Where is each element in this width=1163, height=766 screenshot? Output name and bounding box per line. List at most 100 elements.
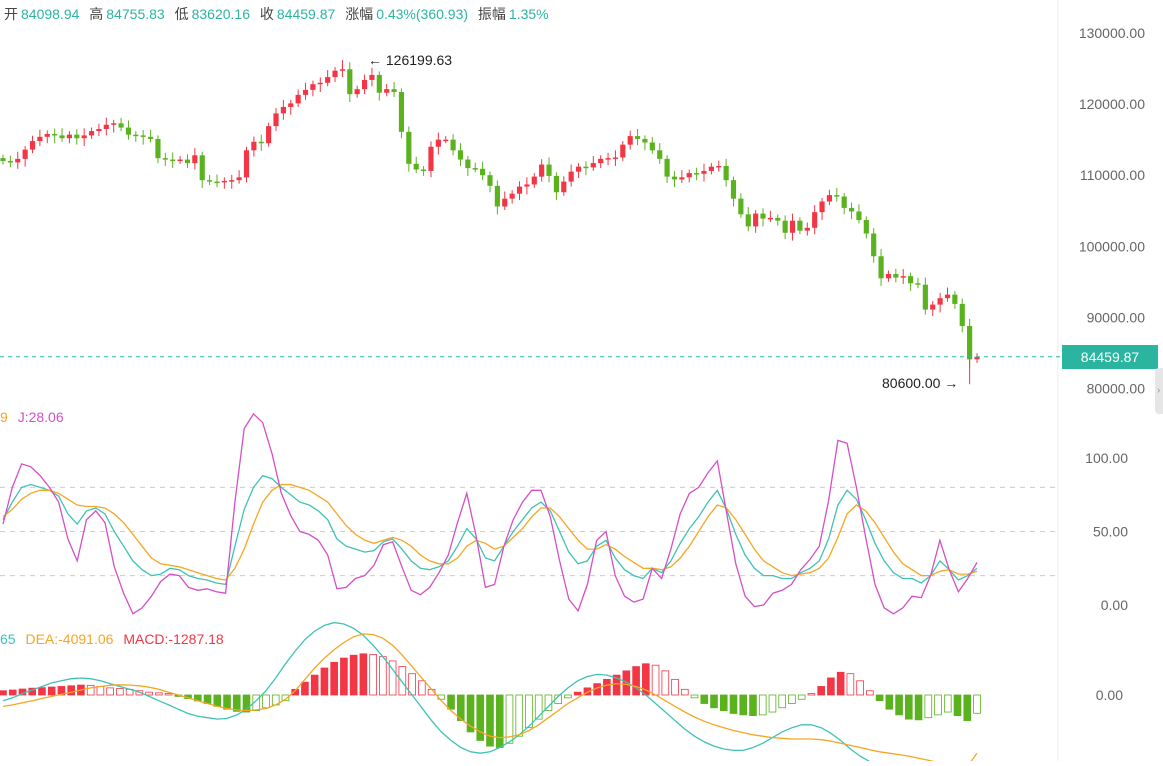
candle-body xyxy=(354,89,360,95)
candle-body xyxy=(236,177,242,181)
macd-bar xyxy=(612,674,621,696)
macd-bar xyxy=(213,694,222,707)
macd-bar xyxy=(564,694,572,699)
candle-body xyxy=(133,134,139,137)
candle-body xyxy=(59,135,65,139)
candle-body xyxy=(745,214,751,227)
macd-bar xyxy=(505,694,514,744)
kdj-j-value: J:28.06 xyxy=(17,409,64,425)
candle-body xyxy=(332,70,338,78)
macd-bar xyxy=(418,680,426,696)
candle-body xyxy=(325,77,331,83)
macd-bar xyxy=(291,688,300,696)
high-annotation: ← 126199.63 xyxy=(368,52,453,68)
candle-body xyxy=(605,158,611,160)
macd-bar xyxy=(301,681,309,696)
candle-body xyxy=(789,220,796,233)
macd-line-dif xyxy=(2,621,882,766)
candle-body xyxy=(671,176,678,180)
macd-bar xyxy=(447,694,455,710)
macd-bar xyxy=(934,694,942,716)
candle-body xyxy=(406,131,412,164)
candle-body xyxy=(701,170,707,174)
candle-body xyxy=(915,283,921,285)
candle-body xyxy=(472,168,478,170)
candle-body xyxy=(620,144,626,158)
macd-bar xyxy=(603,678,611,696)
candle-body xyxy=(258,141,264,144)
candle-body xyxy=(37,136,43,142)
candle-body xyxy=(184,159,191,164)
macd-bar xyxy=(758,694,767,716)
candle-body xyxy=(177,159,183,162)
macd-bar xyxy=(38,687,46,696)
candle-body xyxy=(553,175,559,193)
candle-body xyxy=(162,158,168,160)
macd-bar xyxy=(330,661,338,696)
macd-bar xyxy=(671,678,679,696)
kdj-d-fragment: 9 xyxy=(0,409,8,425)
kdj-tick-label: 100.00 xyxy=(1085,450,1128,466)
candle-body xyxy=(170,159,176,162)
candle-body xyxy=(819,201,825,213)
candle-body xyxy=(959,303,965,326)
candle-body xyxy=(229,180,235,182)
candle-body xyxy=(708,166,714,171)
candle-body xyxy=(74,134,80,139)
scroll-handle[interactable]: › xyxy=(1155,368,1163,414)
price-tick-label: 130000.00 xyxy=(1079,25,1145,41)
macd-bar xyxy=(456,694,465,721)
macd-bar xyxy=(232,694,241,712)
macd-dea-value: DEA:-4091.06 xyxy=(25,631,114,647)
candle-body xyxy=(516,186,523,194)
candle-body xyxy=(590,163,596,168)
macd-bar xyxy=(778,694,787,709)
macd-bar xyxy=(495,694,504,748)
macd-bar xyxy=(310,674,319,696)
candle-body xyxy=(347,69,353,95)
macd-bar xyxy=(749,694,757,716)
amplitude-label: 振幅 xyxy=(477,6,506,22)
candle-body xyxy=(103,124,109,129)
candle-body xyxy=(583,166,589,169)
high-annotation-value: 126199.63 xyxy=(385,52,453,68)
candle-body xyxy=(192,155,198,164)
candle-body xyxy=(782,220,788,233)
close-value: 84459.87 xyxy=(276,6,336,22)
macd-bar xyxy=(924,694,933,719)
macd-bar xyxy=(388,660,397,696)
low-label: 低 xyxy=(174,6,189,22)
candle-body xyxy=(930,304,936,310)
candle-body xyxy=(22,149,28,159)
candle-body xyxy=(612,157,619,159)
candle-body xyxy=(657,150,663,159)
candle-body xyxy=(361,79,368,90)
price-tick-label: 90000.00 xyxy=(1087,309,1146,325)
candle-body xyxy=(421,169,427,172)
macd-bar xyxy=(476,694,485,741)
candle-body xyxy=(937,298,943,305)
chevron-right-icon: › xyxy=(1157,385,1161,396)
macd-bar xyxy=(963,694,972,721)
candle-body xyxy=(952,294,958,304)
macd-bar xyxy=(340,657,348,696)
candle-body xyxy=(465,159,471,169)
candle-body xyxy=(295,94,301,104)
kdj-tick-label: 0.00 xyxy=(1101,597,1128,613)
candle-body xyxy=(664,158,670,177)
candle-body xyxy=(147,136,154,139)
candle-body xyxy=(686,173,692,178)
candle-body xyxy=(679,177,685,180)
candle-body xyxy=(428,146,434,171)
candle-body xyxy=(266,126,272,144)
macd-bar xyxy=(525,694,533,729)
candle-body xyxy=(627,136,633,145)
candle-body xyxy=(900,276,906,278)
candle-body xyxy=(118,123,124,128)
macd-bar xyxy=(369,654,377,696)
macd-bar xyxy=(797,694,806,700)
candle-body xyxy=(598,158,604,164)
candle-body xyxy=(207,180,213,182)
